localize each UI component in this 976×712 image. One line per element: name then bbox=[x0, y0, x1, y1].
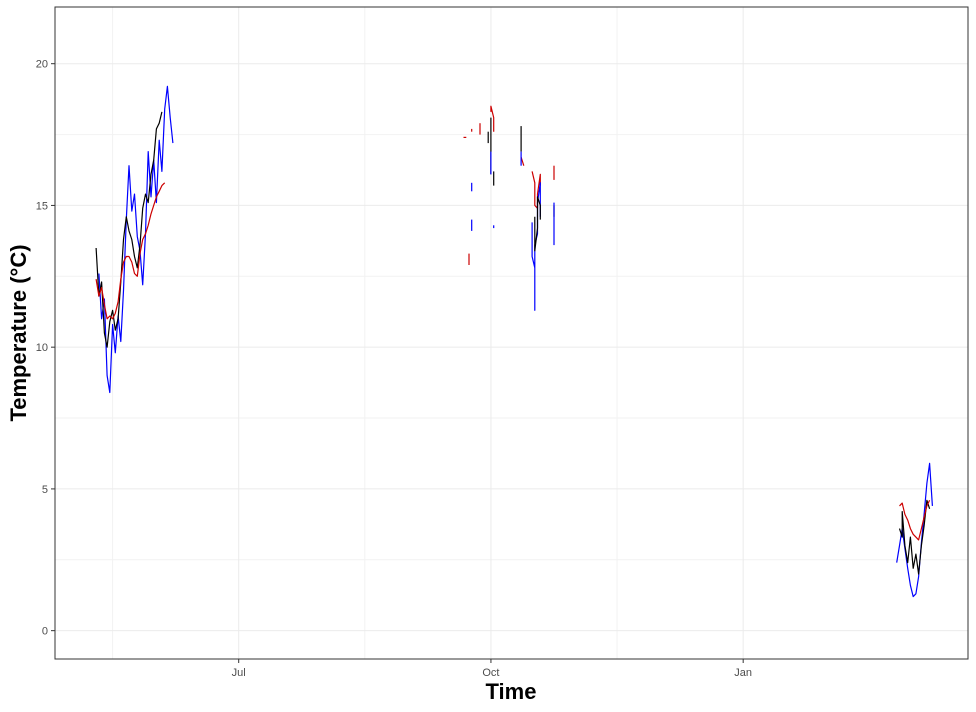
x-tick-label: Jan bbox=[734, 667, 752, 679]
black-series-line bbox=[95, 111, 163, 348]
y-tick-label: 20 bbox=[36, 59, 48, 71]
y-tick-label: 0 bbox=[42, 626, 48, 638]
y-tick-label: 15 bbox=[36, 200, 48, 212]
x-tick-label: Jul bbox=[232, 667, 246, 679]
x-axis: Jul Oct Jan bbox=[232, 659, 752, 679]
black-series-line bbox=[534, 196, 541, 252]
major-gridlines bbox=[55, 7, 968, 659]
plot-border bbox=[54, 6, 969, 660]
x-axis-title: Time bbox=[486, 679, 537, 704]
plot-background bbox=[55, 7, 968, 659]
red-series-line bbox=[95, 182, 166, 320]
y-tick-label: 10 bbox=[36, 342, 48, 354]
black-series-line bbox=[898, 499, 931, 575]
series-layer bbox=[95, 85, 933, 598]
red-series-line bbox=[490, 105, 495, 132]
y-axis: 0 5 10 15 20 bbox=[36, 59, 55, 638]
y-axis-title: Temperature (°C) bbox=[6, 244, 31, 421]
blue-series-line bbox=[98, 85, 174, 394]
y-tick-label: 5 bbox=[42, 484, 48, 496]
red-series-line bbox=[899, 500, 931, 541]
x-tick-label: Oct bbox=[482, 667, 499, 679]
